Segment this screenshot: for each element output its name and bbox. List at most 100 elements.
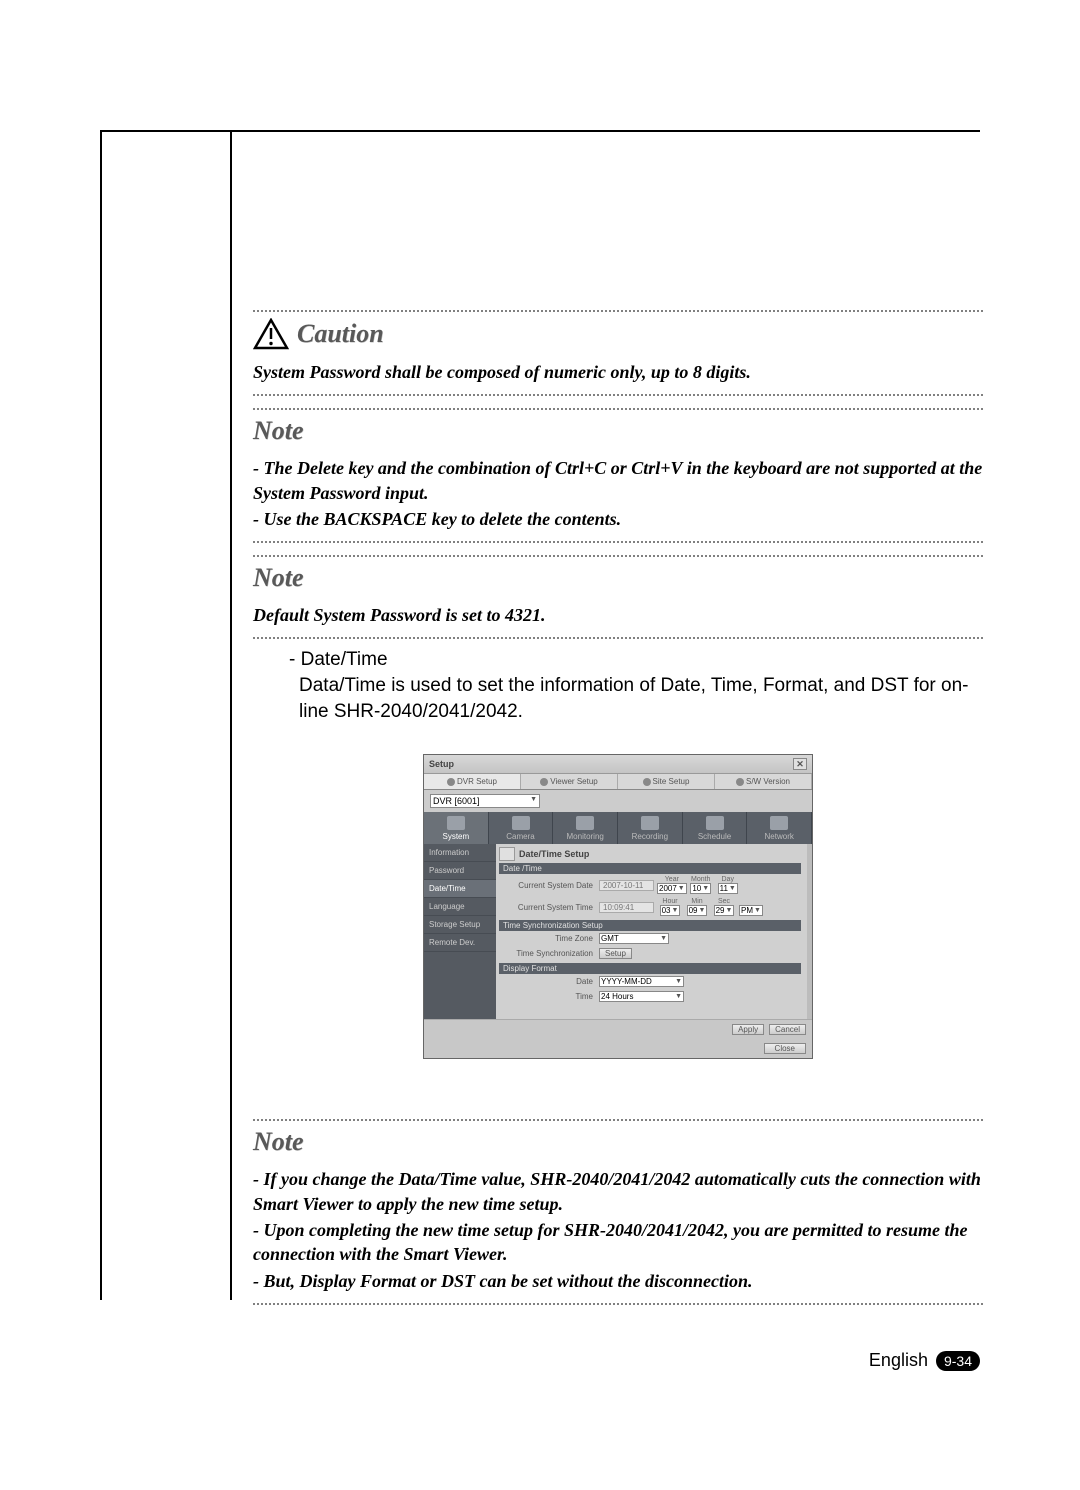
caution-header: Caution [253, 318, 983, 350]
col-hour: Hour [657, 898, 683, 905]
side-language[interactable]: Language [424, 898, 496, 916]
note3-item: - But, Display Format or DST can be set … [253, 1269, 983, 1293]
tz-select[interactable]: GMT▼ [599, 933, 669, 944]
row-current-date: Current System Date 2007-10-11 Year2007▼… [499, 874, 801, 896]
caution-title: Caution [297, 319, 384, 349]
dvr-selected-value: DVR [6001] [433, 796, 480, 806]
close-button[interactable]: Close [764, 1043, 806, 1054]
tab-dvr-setup[interactable]: DVR Setup [424, 774, 521, 789]
tab-icon [643, 778, 651, 786]
row-timesync: Time Synchronization Setup [499, 946, 801, 961]
note1-item: - Use the BACKSPACE key to delete the co… [253, 507, 983, 531]
cat-camera[interactable]: Camera [489, 812, 554, 844]
cat-recording[interactable]: Recording [618, 812, 683, 844]
note3-item: - Upon completing the new time setup for… [253, 1218, 983, 1267]
tab-label: Viewer Setup [550, 777, 597, 786]
row-date-format: Date YYYY-MM-DD▼ [499, 974, 801, 989]
section-tsync: Time Synchronization Setup [499, 920, 801, 931]
sec-select[interactable]: 29▼ [714, 905, 735, 916]
cat-system[interactable]: System [424, 812, 489, 844]
side-password[interactable]: Password [424, 862, 496, 880]
cat-network[interactable]: Network [747, 812, 812, 844]
divider [253, 394, 983, 396]
category-tabs: System Camera Monitoring Recording Sched… [424, 812, 812, 844]
col-month: Month [688, 876, 714, 883]
recording-icon [641, 816, 659, 830]
window-title: Setup [429, 759, 454, 769]
main-area: Information Password Date/Time Language … [424, 844, 812, 1019]
cancel-button[interactable]: Cancel [769, 1024, 806, 1035]
datefmt-select[interactable]: YYYY-MM-DD▼ [599, 976, 684, 987]
hour-select[interactable]: 03▼ [660, 905, 681, 916]
row-time-format: Time 24 Hours▼ [499, 989, 801, 1004]
margin-divider [230, 130, 232, 1300]
col-year: Year [659, 876, 685, 883]
note-title: Note [253, 563, 304, 593]
month-select[interactable]: 10▼ [690, 883, 711, 894]
row-timezone: Time Zone GMT▼ [499, 931, 801, 946]
divider [253, 1119, 983, 1121]
caution-icon [253, 318, 289, 350]
schedule-icon [706, 816, 724, 830]
ts-label: Time Synchronization [501, 949, 596, 958]
tab-icon [540, 778, 548, 786]
tab-icon [736, 778, 744, 786]
note-title: Note [253, 416, 304, 446]
cat-label: Monitoring [567, 832, 604, 841]
caution-text: System Password shall be composed of num… [253, 360, 983, 384]
window-titlebar: Setup ✕ [424, 755, 812, 774]
row-current-time: Current System Time 10:09:41 Hour03▼ Min… [499, 896, 801, 918]
note2-text: Default System Password is set to 4321. [253, 603, 983, 627]
page-footer: English 9-34 [869, 1350, 980, 1371]
side-information[interactable]: Information [424, 844, 496, 862]
screenshot-container: Setup ✕ DVR Setup Viewer Setup Site Setu… [253, 754, 983, 1059]
cat-schedule[interactable]: Schedule [683, 812, 748, 844]
setup-tabs: DVR Setup Viewer Setup Site Setup S/W Ve… [424, 774, 812, 790]
ampm-select[interactable]: PM▼ [739, 905, 763, 916]
section-datetime: Date /Time [499, 863, 801, 874]
tab-sw-version[interactable]: S/W Version [715, 774, 812, 789]
side-remotedev[interactable]: Remote Dev. [424, 934, 496, 952]
note3-item: - If you change the Data/Time value, SHR… [253, 1167, 983, 1216]
note1-header: Note [253, 416, 983, 446]
min-select[interactable]: 09▼ [687, 905, 708, 916]
network-icon [770, 816, 788, 830]
side-datetime[interactable]: Date/Time [424, 880, 496, 898]
datetime-para: Data/Time is used to set the information… [299, 673, 983, 724]
divider [253, 310, 983, 312]
dvr-select-row: DVR [6001] ▼ [424, 790, 812, 812]
year-select[interactable]: 2007▼ [657, 883, 687, 894]
ts-setup-button[interactable]: Setup [599, 948, 632, 959]
close-bar: Close [424, 1039, 812, 1058]
day-select[interactable]: 11▼ [718, 883, 738, 894]
close-icon[interactable]: ✕ [793, 758, 807, 770]
divider [253, 555, 983, 557]
footer-page-badge: 9-34 [936, 1351, 980, 1371]
timefmt-select[interactable]: 24 Hours▼ [599, 991, 684, 1002]
main-content: Caution System Password shall be compose… [253, 310, 983, 1305]
col-min: Min [684, 898, 710, 905]
side-menu: Information Password Date/Time Language … [424, 844, 496, 1019]
camera-icon [512, 816, 530, 830]
csd-value: 2007-10-11 [599, 880, 654, 891]
cat-label: Recording [632, 832, 668, 841]
tab-site-setup[interactable]: Site Setup [618, 774, 715, 789]
dvr-select[interactable]: DVR [6001] ▼ [430, 794, 540, 808]
apply-button[interactable]: Apply [732, 1024, 764, 1035]
datetime-heading: - Date/Time [289, 647, 983, 673]
page-border-left [100, 130, 102, 1300]
note2-header: Note [253, 563, 983, 593]
apply-cancel-bar: Apply Cancel [424, 1019, 812, 1039]
cat-label: Network [765, 832, 794, 841]
tz-label: Time Zone [501, 934, 596, 943]
chevron-down-icon: ▼ [530, 796, 537, 806]
side-storage[interactable]: Storage Setup [424, 916, 496, 934]
form-title: Date/Time Setup [519, 849, 589, 859]
tab-label: S/W Version [746, 777, 790, 786]
tab-viewer-setup[interactable]: Viewer Setup [521, 774, 618, 789]
cat-monitoring[interactable]: Monitoring [553, 812, 618, 844]
form-title-icon [499, 847, 515, 861]
note1-text: - The Delete key and the combination of … [253, 456, 983, 531]
cat-label: Camera [506, 832, 534, 841]
setup-window: Setup ✕ DVR Setup Viewer Setup Site Setu… [423, 754, 813, 1059]
